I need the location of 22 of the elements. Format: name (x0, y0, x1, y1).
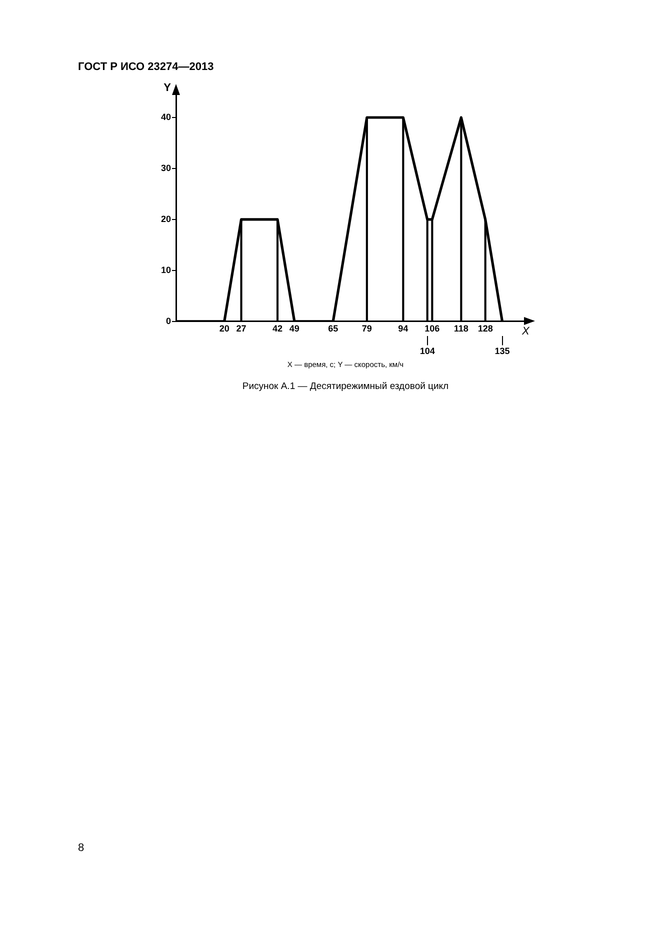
x-tick-label: 118 (454, 323, 468, 334)
x-tick-label: 94 (398, 323, 408, 334)
text: 8 (78, 842, 84, 854)
y-tick-label: 40 (160, 112, 172, 122)
x-tick-label: 42 (272, 323, 283, 334)
x-tick-label: 27 (236, 323, 246, 334)
x-tick-label: 79 (362, 323, 372, 334)
text: Рисунок А.1 — Десятирежимный ездовой цикл (241, 381, 450, 392)
x-axis-title: X (521, 325, 530, 338)
x-tick-label: 49 (289, 323, 300, 334)
y-axis-title: Y (164, 82, 172, 94)
x2-tick-label: 135 (494, 346, 510, 356)
x2-tick-label: 104 (420, 346, 435, 356)
x-tick-label: 20 (219, 323, 230, 334)
y-tick-label: 30 (160, 162, 172, 173)
x-tick-label: 128 (478, 323, 493, 334)
x-tick-label: 106 (424, 323, 440, 334)
text: ГОСТ Р ИСО 23274—2013 (78, 61, 214, 73)
x-tick-label: 65 (328, 323, 338, 334)
y-tick-label: 10 (160, 264, 172, 275)
y-tick-label: 20 (160, 214, 172, 224)
y-tick-label: 0 (166, 316, 172, 326)
